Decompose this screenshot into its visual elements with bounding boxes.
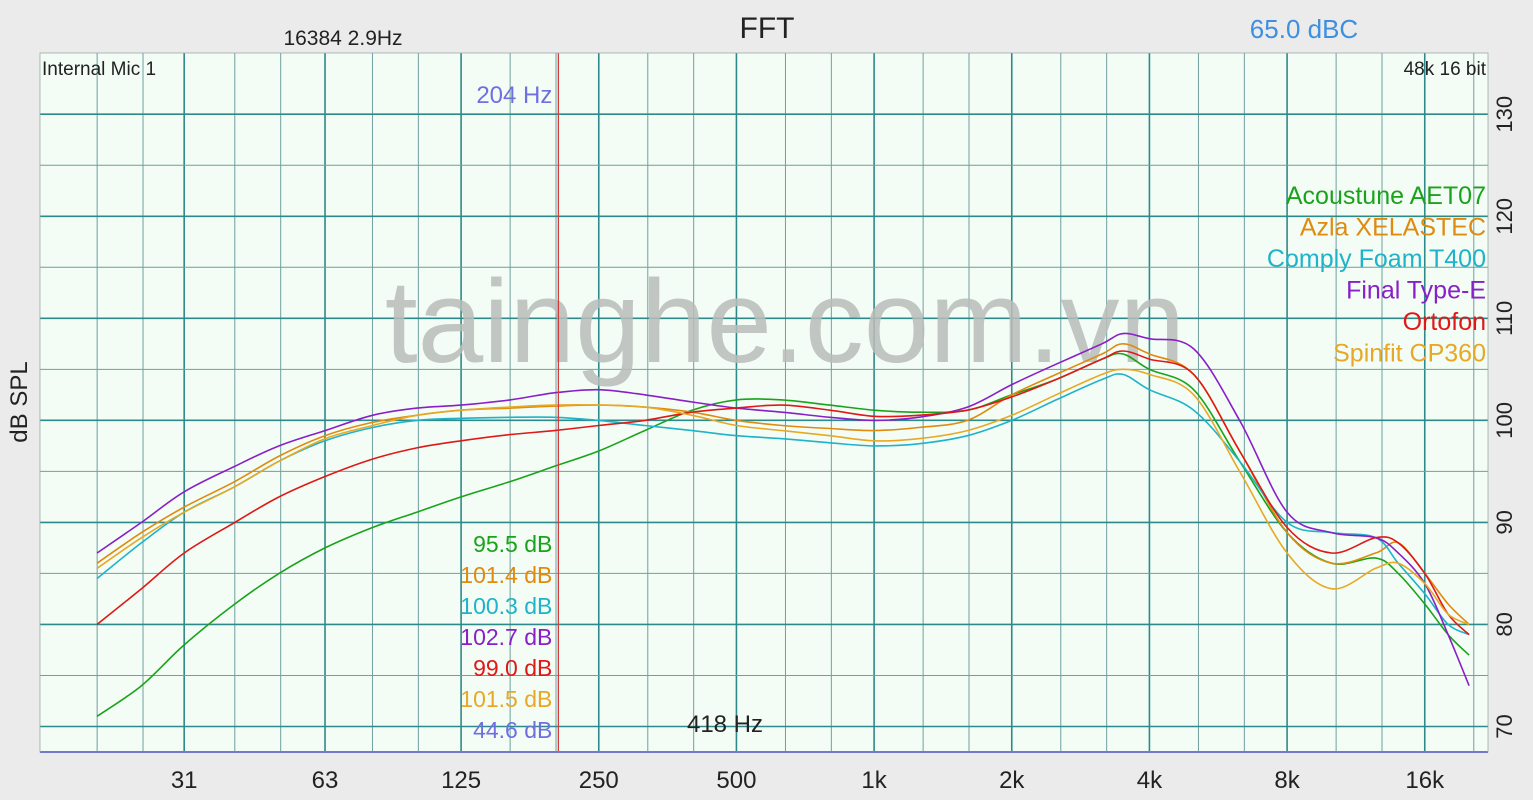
cursor-readout: 100.3 dB [460,593,552,619]
format-info: 48k 16 bit [1404,59,1487,80]
x-tick-labels: 31 63 125 250 500 1k 2k 4k 8k 16k [171,767,1445,794]
series-line-final-type-e [96,332,1470,687]
x-tick-label: 8k [1274,767,1300,794]
series-layer [96,332,1470,717]
cursor-frequency-label: 204 Hz [476,82,552,109]
cursor-readout: 101.4 dB [460,562,552,588]
cursor-bottom-label: 418 Hz [687,711,763,738]
y-tick-label: 130 [1492,96,1517,133]
input-device: Internal Mic 1 [42,59,156,80]
cursor-readout: 102.7 dB [460,624,552,650]
watermark: tainghe.com.vn [385,256,1185,388]
series-line-spinfit-cp360 [96,368,1470,626]
y-tick-label: 70 [1492,714,1517,738]
x-tick-label: 2k [999,767,1025,794]
x-tick-label: 125 [441,767,481,794]
series-line-ortofon [96,350,1470,636]
x-tick-label: 31 [171,767,198,794]
series-line-azla-xelastec [96,342,1470,625]
y-tick-labels: 70 80 90 100 110 120 130 [1492,96,1517,739]
plot-background [40,53,1488,752]
y-tick-label: 90 [1492,510,1517,534]
legend-entry: Comply Foam T400 [1267,245,1486,273]
legend-entry: Azla XELASTEC [1300,214,1486,242]
legend-entry: Ortofon [1403,308,1486,336]
x-tick-label: 500 [716,767,756,794]
chart-title: FFT [740,12,795,45]
cursor-readout: 95.5 dB [473,531,552,557]
legend-entry: Spinfit CP360 [1333,340,1486,368]
cursor-readouts: 95.5 dB 101.4 dB 100.3 dB 102.7 dB 99.0 dB 10… [460,531,552,743]
x-tick-label: 1k [861,767,887,794]
x-tick-label: 4k [1137,767,1163,794]
x-tick-label: 63 [312,767,339,794]
cursor-readout: 44.6 dB [473,717,552,743]
legend-entry: Acoustune AET07 [1286,182,1486,210]
y-tick-label: 100 [1492,402,1517,439]
y-tick-label: 80 [1492,612,1517,636]
y-axis-label: dB SPL [6,361,33,442]
y-tick-label: 120 [1492,198,1517,235]
cursor-readout: 101.5 dB [460,686,552,712]
y-tick-label: 110 [1492,301,1517,336]
series-line-comply-foam-t400 [96,373,1470,636]
plot-border [39,52,1489,753]
legend-entry: Final Type-E [1346,277,1486,305]
grid-vertical [96,53,1475,752]
x-tick-label: 250 [579,767,619,794]
level-readout: 65.0 dBC [1250,14,1358,44]
fft-info: 16384 2.9Hz [283,27,402,50]
cursor-readout: 99.0 dB [473,655,552,681]
grid-horizontal [40,113,1488,728]
legend: Acoustune AET07 Azla XELASTEC Comply Foam … [1267,182,1486,368]
x-tick-label: 16k [1405,767,1445,794]
